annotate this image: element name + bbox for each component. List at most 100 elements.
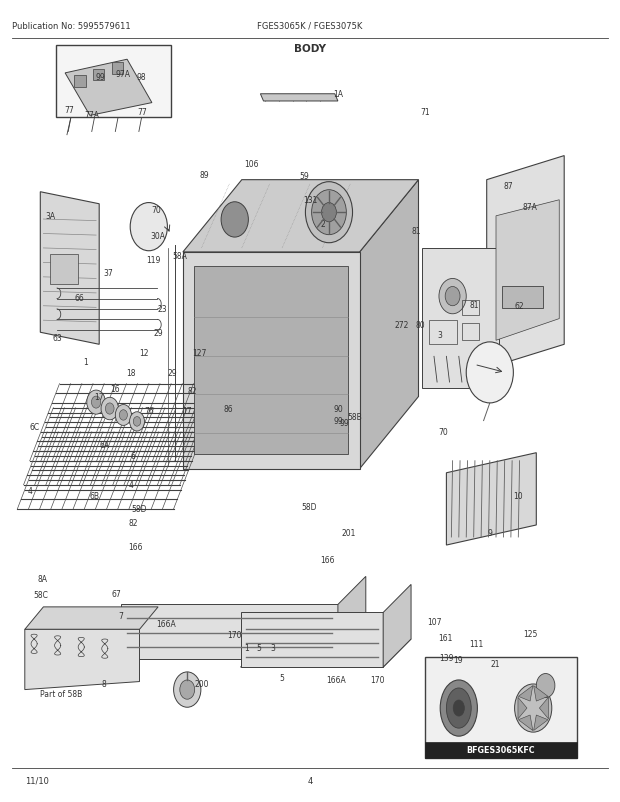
Text: 80: 80 xyxy=(415,320,425,330)
Text: 86: 86 xyxy=(223,404,233,414)
Bar xyxy=(50,254,78,285)
Text: 8A: 8A xyxy=(37,574,47,584)
Text: 9: 9 xyxy=(487,529,492,538)
Text: 99: 99 xyxy=(339,419,349,428)
Text: 139: 139 xyxy=(439,653,454,662)
Polygon shape xyxy=(539,698,549,719)
Bar xyxy=(462,301,479,315)
Text: FGES3065K / FGES3075K: FGES3065K / FGES3075K xyxy=(257,22,363,31)
Text: 131: 131 xyxy=(303,196,317,205)
Text: 89: 89 xyxy=(200,170,210,180)
Text: 30A: 30A xyxy=(151,232,166,241)
Text: 70: 70 xyxy=(438,427,448,436)
Text: 90: 90 xyxy=(333,404,343,414)
Text: 67: 67 xyxy=(112,589,122,598)
Text: 21: 21 xyxy=(490,659,500,669)
Text: 58B: 58B xyxy=(347,412,362,422)
Ellipse shape xyxy=(440,680,477,736)
Text: 272: 272 xyxy=(394,320,409,330)
Bar xyxy=(183,253,360,469)
Polygon shape xyxy=(496,200,559,341)
Bar xyxy=(56,46,170,118)
Text: 11/10: 11/10 xyxy=(25,776,49,785)
Text: 166: 166 xyxy=(320,555,335,565)
Text: 6A: 6A xyxy=(99,440,109,450)
Bar xyxy=(112,63,123,75)
Text: 58A: 58A xyxy=(172,252,187,261)
Ellipse shape xyxy=(446,688,471,728)
Text: 77: 77 xyxy=(138,107,148,117)
Text: 166: 166 xyxy=(128,542,143,552)
Bar xyxy=(425,658,577,758)
Text: 125: 125 xyxy=(523,629,538,638)
Bar xyxy=(462,323,479,341)
Polygon shape xyxy=(25,630,140,690)
Text: 77: 77 xyxy=(64,105,74,115)
Polygon shape xyxy=(338,577,366,659)
Text: 166A: 166A xyxy=(156,619,176,629)
Circle shape xyxy=(130,203,167,252)
Text: 1A: 1A xyxy=(333,90,343,99)
Polygon shape xyxy=(260,95,338,102)
Polygon shape xyxy=(446,453,536,545)
Circle shape xyxy=(306,182,353,243)
Polygon shape xyxy=(518,715,533,731)
Circle shape xyxy=(174,672,201,707)
Ellipse shape xyxy=(453,700,464,716)
Circle shape xyxy=(312,190,347,236)
Text: 82: 82 xyxy=(187,387,197,396)
Text: 107: 107 xyxy=(427,617,441,626)
Text: 77A: 77A xyxy=(84,111,99,120)
Bar xyxy=(93,70,104,81)
Text: 18: 18 xyxy=(126,368,136,378)
Text: 58C: 58C xyxy=(33,590,48,600)
Text: 5: 5 xyxy=(257,643,262,653)
Bar xyxy=(502,286,542,309)
Text: 59: 59 xyxy=(299,172,309,181)
Circle shape xyxy=(180,680,195,699)
Polygon shape xyxy=(241,639,411,667)
Text: Publication No: 5995579611: Publication No: 5995579611 xyxy=(12,22,131,31)
Text: 71: 71 xyxy=(420,107,430,117)
Text: 3: 3 xyxy=(438,330,443,340)
Bar xyxy=(74,76,86,87)
Text: 7: 7 xyxy=(118,611,123,621)
Text: 97A: 97A xyxy=(115,70,130,79)
Text: BFGES3065KFC: BFGES3065KFC xyxy=(466,745,535,755)
Text: 1: 1 xyxy=(83,358,88,367)
Circle shape xyxy=(466,342,513,403)
Text: 1: 1 xyxy=(244,643,249,653)
Text: 16: 16 xyxy=(110,384,120,394)
Text: 29: 29 xyxy=(153,328,163,338)
Polygon shape xyxy=(518,698,527,719)
Text: Part of 58B: Part of 58B xyxy=(40,689,82,699)
Text: 81: 81 xyxy=(469,300,479,310)
Circle shape xyxy=(87,391,105,415)
Polygon shape xyxy=(360,180,418,469)
Text: 6B: 6B xyxy=(89,491,99,500)
Circle shape xyxy=(115,405,131,426)
Text: 81: 81 xyxy=(412,226,422,236)
Text: 63: 63 xyxy=(52,334,62,343)
Polygon shape xyxy=(534,686,548,701)
Circle shape xyxy=(101,398,118,420)
Polygon shape xyxy=(121,605,338,659)
Text: 37: 37 xyxy=(104,268,113,277)
Circle shape xyxy=(439,279,466,314)
Text: 29: 29 xyxy=(167,368,177,378)
Bar xyxy=(429,321,457,345)
Bar xyxy=(422,249,499,389)
Circle shape xyxy=(130,412,144,431)
Text: 58D: 58D xyxy=(131,504,148,514)
Polygon shape xyxy=(487,156,564,369)
Text: 99: 99 xyxy=(95,73,105,83)
Text: 4: 4 xyxy=(27,486,32,496)
Text: 66: 66 xyxy=(74,294,84,303)
Text: 82: 82 xyxy=(128,518,138,528)
Polygon shape xyxy=(40,192,99,345)
Text: 6: 6 xyxy=(131,451,136,460)
Text: 87: 87 xyxy=(503,181,513,191)
Circle shape xyxy=(133,417,141,427)
Circle shape xyxy=(445,287,460,306)
Text: 12: 12 xyxy=(139,348,149,358)
